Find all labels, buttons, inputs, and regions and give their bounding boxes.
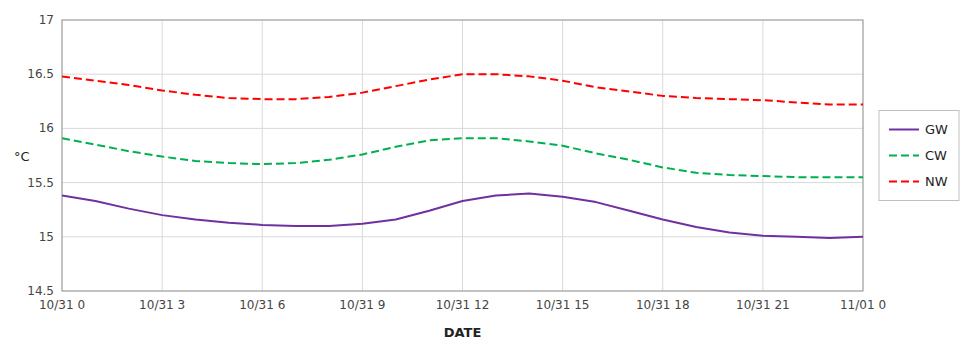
series-line xyxy=(62,193,863,237)
chart: 14.5 15 15.5 16 16.5 17 10/31 0 10/31 3 10/31 6 1… xyxy=(0,0,973,349)
x-grid-line xyxy=(762,20,763,291)
y-tick-label: 16 xyxy=(39,121,54,135)
y-tick-label: 14.5 xyxy=(27,284,54,298)
x-tick-label: 10/31 6 xyxy=(239,298,285,312)
x-tick-label: 10/31 18 xyxy=(636,298,690,312)
legend-frame xyxy=(879,111,959,201)
legend-label: CW xyxy=(925,148,947,163)
x-tick-label: 11/01 0 xyxy=(840,298,886,312)
legend: GW CW NW xyxy=(879,111,959,201)
y-axis-label: °C xyxy=(14,149,30,164)
x-tick-label: 10/31 21 xyxy=(736,298,790,312)
series-line xyxy=(62,138,863,177)
x-grid-line xyxy=(662,20,663,291)
x-tick-label: 10/31 9 xyxy=(339,298,385,312)
x-grid-line xyxy=(262,20,263,291)
series-line xyxy=(62,74,863,104)
legend-swatch xyxy=(889,155,919,157)
legend-swatch xyxy=(889,129,919,131)
plot-background xyxy=(62,20,863,291)
x-tick-label: 10/31 15 xyxy=(536,298,590,312)
x-tick-label: 10/31 0 xyxy=(39,298,85,312)
x-grid-line xyxy=(562,20,563,291)
y-tick-label: 17 xyxy=(39,13,54,27)
x-axis-label: DATE xyxy=(444,325,482,340)
x-grid-line xyxy=(462,20,463,291)
legend-label: GW xyxy=(925,122,948,137)
x-tick-label: 10/31 12 xyxy=(436,298,490,312)
y-tick-label: 15.5 xyxy=(27,176,54,190)
x-grid-line xyxy=(362,20,363,291)
plot-frame xyxy=(62,20,863,291)
y-tick-label: 15 xyxy=(39,230,54,244)
y-tick-label: 16.5 xyxy=(27,67,54,81)
legend-label: NW xyxy=(925,174,948,189)
x-tick-label: 10/31 3 xyxy=(139,298,185,312)
legend-swatch xyxy=(889,181,919,183)
grid xyxy=(62,20,863,291)
series-group xyxy=(62,74,863,238)
x-grid-line xyxy=(162,20,163,291)
